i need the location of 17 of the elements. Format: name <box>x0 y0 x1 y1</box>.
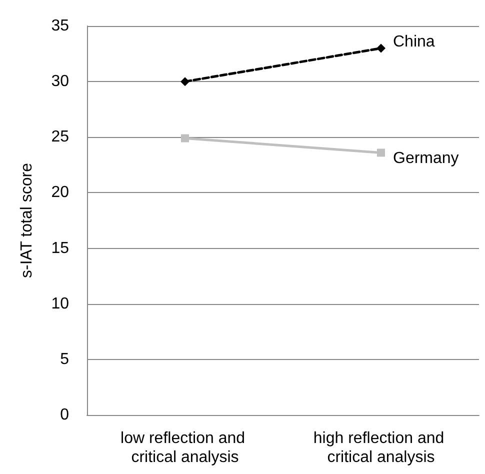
point <box>181 134 189 142</box>
y-tick-label: 15 <box>51 240 70 257</box>
y-tick-label: 35 <box>51 18 70 34</box>
y-tick-label: 25 <box>51 128 70 146</box>
y-tick-label: 10 <box>51 295 70 312</box>
series-label: Germany <box>393 150 459 168</box>
x-tick-label: low reflection and critical analysis <box>120 430 250 466</box>
point <box>377 148 385 157</box>
y-tick-label: 20 <box>51 184 70 202</box>
y-tick-label: 0 <box>60 406 70 424</box>
y-tick-label: 5 <box>60 350 70 368</box>
x-tick-label: high reflection and critical analysis <box>313 430 449 466</box>
series-label: China <box>393 34 435 51</box>
point <box>376 44 386 53</box>
point <box>180 77 190 86</box>
y-tick-label: 30 <box>51 73 70 90</box>
y-axis-title: s-IAT total score <box>18 162 36 278</box>
